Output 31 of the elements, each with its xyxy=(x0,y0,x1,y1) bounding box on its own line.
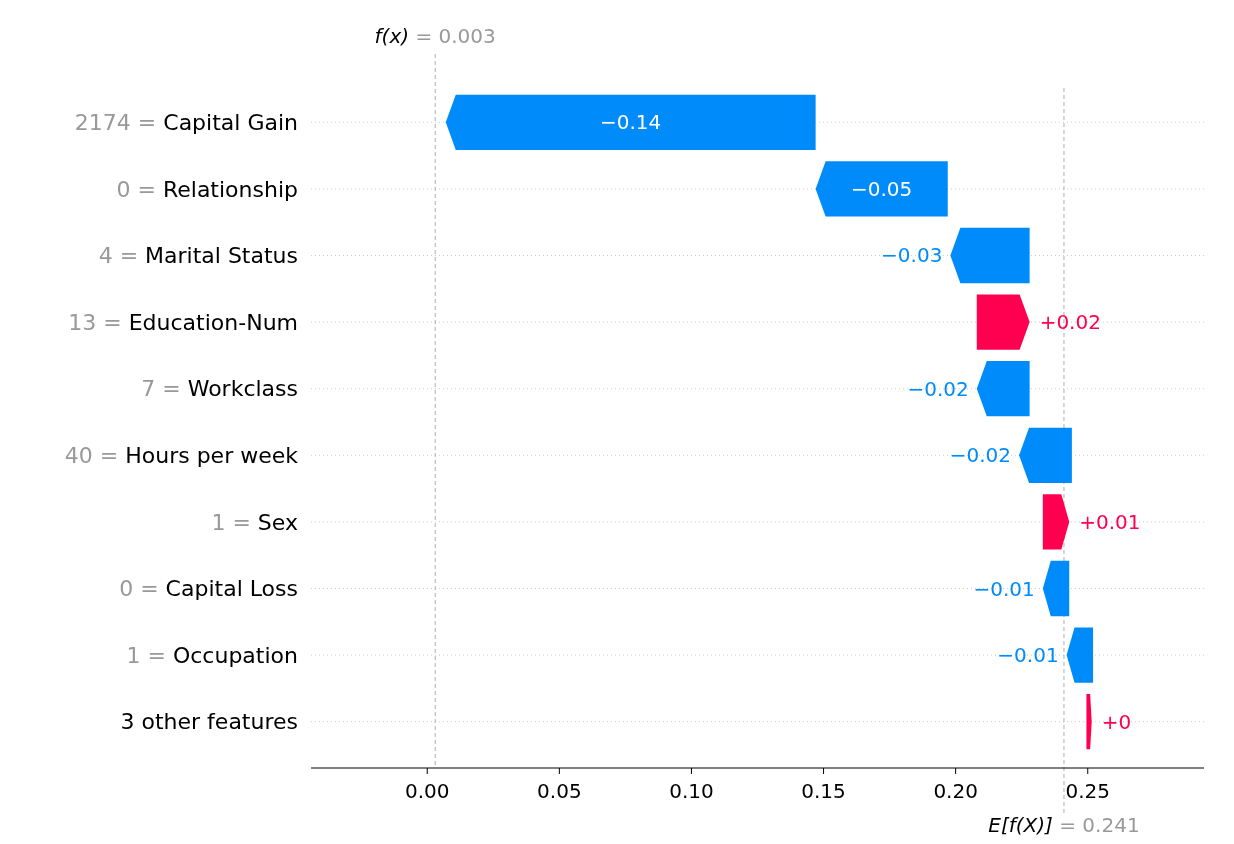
y-tick-label: 1 = Occupation xyxy=(126,642,298,668)
data-label: −0.01 xyxy=(997,643,1059,668)
x-tick-label: 0.05 xyxy=(537,779,582,803)
bar xyxy=(815,161,948,217)
x-tick-label: 0.20 xyxy=(933,779,978,803)
y-tick-label: 0 = Capital Loss xyxy=(119,576,298,602)
x-tick-label: 0.00 xyxy=(404,779,450,803)
x-tick-label: 0.25 xyxy=(1065,779,1111,803)
data-label: −0.05 xyxy=(851,176,913,201)
data-label: +0 xyxy=(1101,709,1132,734)
y-tick-label: 3 other features xyxy=(120,709,298,735)
bar xyxy=(950,227,1030,284)
data-label: −0.01 xyxy=(973,576,1035,601)
data-label: +0.02 xyxy=(1039,310,1101,335)
data-label: −0.02 xyxy=(907,376,969,401)
y-tick-label: 2174 = Capital Gain xyxy=(74,110,298,135)
y-tick-label: 40 = Hours per week xyxy=(64,443,299,468)
y-tick-label: 0 = Relationship xyxy=(116,176,298,202)
x-tick-label: 0.10 xyxy=(669,779,714,803)
y-tick-label: 4 = Marital Status xyxy=(98,243,298,269)
data-label: −0.03 xyxy=(881,243,943,268)
data-label: +0.01 xyxy=(1079,509,1141,534)
y-tick-label: 7 = Workclass xyxy=(141,376,298,402)
ref-line-label: E[f(X)] = 0.241 xyxy=(988,813,1140,837)
y-tick-label: 13 = Education-Num xyxy=(68,309,298,335)
ref-line-label: f(x) = 0.003 xyxy=(374,24,496,48)
data-label: −0.14 xyxy=(600,110,662,135)
x-tick-label: 0.15 xyxy=(801,779,846,803)
bar xyxy=(445,94,816,150)
y-tick-label: 1 = Sex xyxy=(211,509,298,535)
data-label: −0.02 xyxy=(949,443,1012,468)
